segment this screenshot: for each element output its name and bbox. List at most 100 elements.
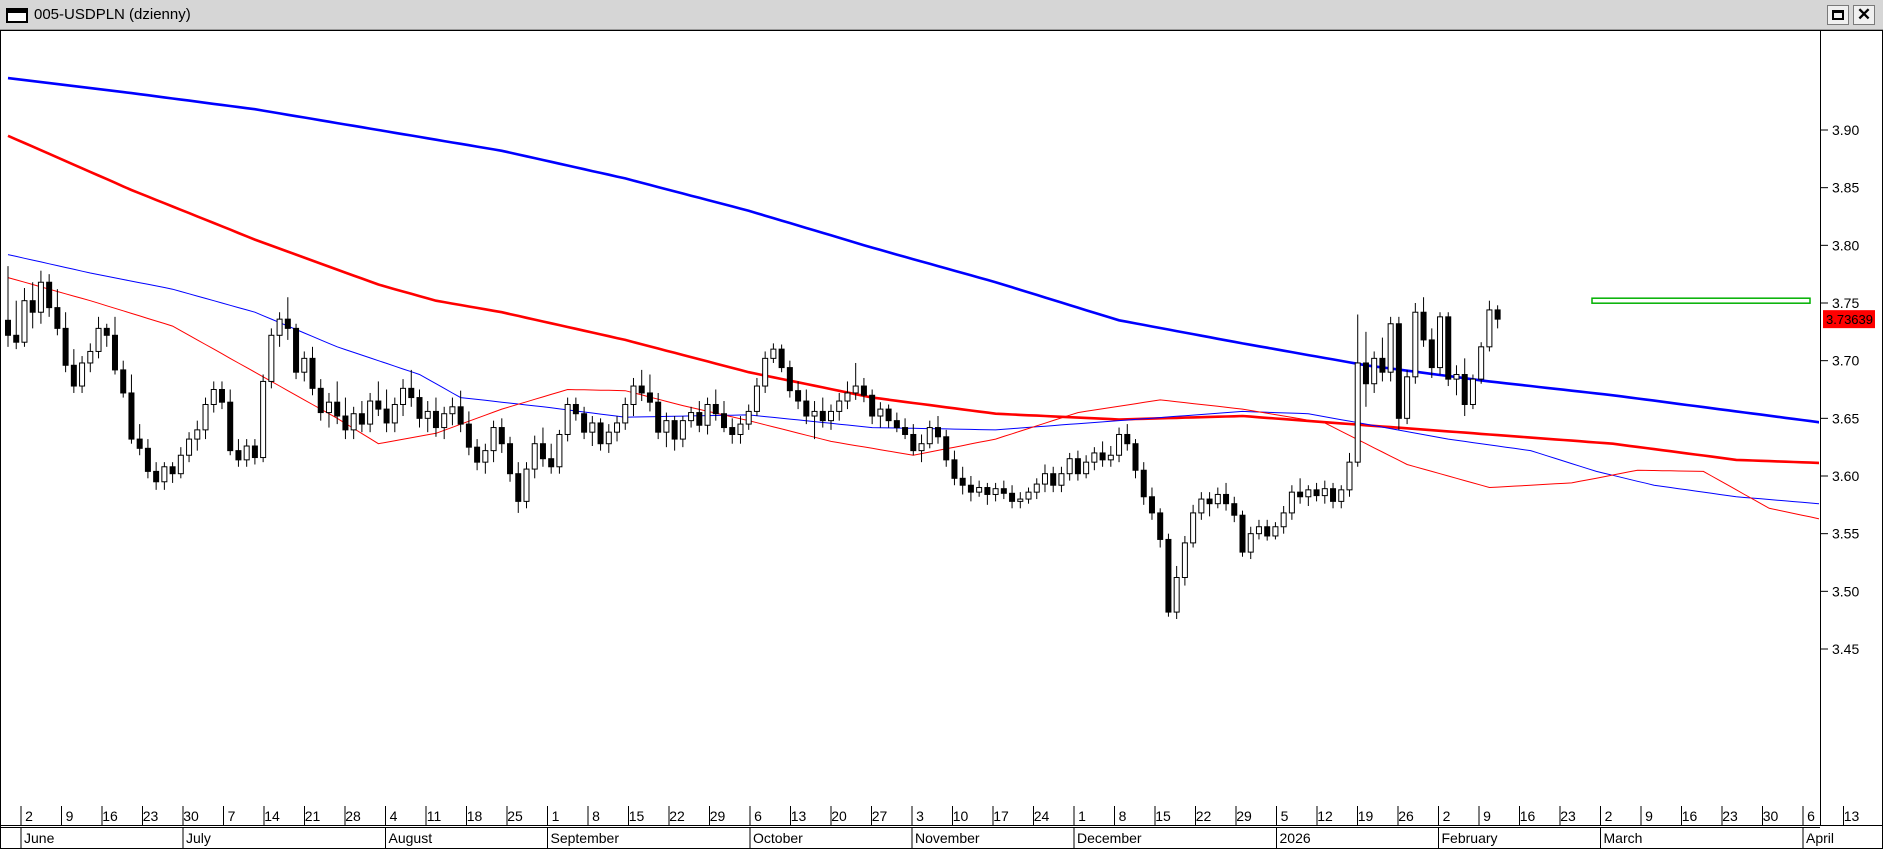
candle	[449, 397, 456, 426]
candle	[1255, 519, 1262, 540]
candle	[679, 416, 686, 448]
candle	[1239, 510, 1246, 557]
x-day-label: 8	[1119, 808, 1127, 824]
candle	[844, 381, 851, 410]
price-chart[interactable]: 3.45 3.50 3.55 3.60 3.65 3.70 3.75 3.80 3.85 3.90…	[0, 30, 1883, 849]
candle-body	[5, 319, 11, 336]
candle-body	[161, 466, 168, 483]
candle-body	[383, 408, 390, 424]
candle-body	[1469, 378, 1476, 405]
candle	[465, 411, 472, 456]
candle	[1305, 485, 1312, 506]
candle-body	[778, 348, 785, 369]
candle-body	[498, 427, 505, 445]
candle-body	[1058, 473, 1065, 486]
candle	[95, 316, 102, 359]
candle	[243, 439, 250, 467]
candle-body	[1272, 526, 1279, 537]
candle-body	[737, 423, 744, 435]
candle	[556, 429, 563, 474]
candle-body	[951, 459, 958, 479]
candle-body	[926, 427, 933, 445]
candle	[276, 312, 283, 347]
candle	[1445, 312, 1452, 387]
candle	[655, 392, 662, 440]
candle-body	[432, 410, 439, 429]
candle	[860, 377, 867, 403]
candle	[251, 439, 258, 465]
candle-body	[408, 387, 415, 399]
candle-body	[893, 420, 900, 429]
candle-body	[465, 423, 472, 448]
candle-body	[1437, 316, 1444, 369]
candle-body	[967, 484, 974, 493]
candle	[1165, 533, 1172, 617]
candle-body	[1420, 311, 1427, 341]
candle-body	[507, 443, 514, 475]
candle	[153, 462, 160, 490]
candle-body	[753, 385, 760, 412]
candle-body	[350, 413, 357, 431]
candle-body	[1428, 339, 1435, 369]
candle	[646, 374, 653, 412]
candle	[663, 412, 670, 448]
candle	[614, 416, 621, 442]
candle-body	[325, 401, 332, 414]
candle-body	[342, 415, 349, 431]
candle-body	[1395, 323, 1402, 419]
candle-body	[1379, 357, 1386, 373]
candle-body	[918, 443, 925, 452]
candle	[1116, 427, 1123, 463]
candle-body	[457, 406, 464, 425]
candle	[910, 424, 917, 456]
x-day-label: 13	[791, 808, 807, 824]
candle-body	[210, 389, 217, 405]
candle-body	[597, 422, 604, 445]
candle-body	[605, 431, 612, 445]
y-tick-label: 3.50	[1832, 583, 1859, 599]
y-tick-label: 3.80	[1832, 237, 1859, 253]
candle-body	[1445, 316, 1452, 380]
candle	[605, 424, 612, 453]
candle	[54, 289, 61, 336]
candle-body	[581, 413, 588, 433]
candle	[943, 429, 950, 467]
candle	[136, 424, 143, 456]
candle-body	[1074, 458, 1081, 475]
candle-body	[194, 429, 201, 440]
candle-body	[1050, 473, 1057, 486]
candle	[62, 312, 69, 373]
candle	[342, 397, 349, 440]
x-day-label: 22	[1196, 808, 1212, 824]
title-bar[interactable]: 005-USDPLN (dzienny) ✕	[0, 0, 1883, 30]
candle-body	[1313, 489, 1320, 497]
y-tick-label: 3.55	[1832, 526, 1859, 542]
x-day-label: 7	[228, 808, 236, 824]
candle-body	[1412, 311, 1419, 378]
candle	[1461, 358, 1468, 417]
candle	[1148, 487, 1155, 520]
candle-body	[29, 300, 36, 313]
candle	[1091, 447, 1098, 471]
candle-body	[317, 387, 324, 414]
candle	[581, 406, 588, 440]
candle	[186, 432, 193, 463]
close-button[interactable]: ✕	[1853, 5, 1875, 25]
x-day-label: 12	[1317, 808, 1333, 824]
candle	[1354, 314, 1361, 467]
candle	[622, 397, 629, 430]
candle-body	[1321, 488, 1328, 497]
candle	[268, 328, 275, 389]
candle-body	[54, 307, 61, 329]
candle-body	[1181, 542, 1188, 578]
candle-body	[1033, 483, 1040, 493]
x-day-label: 6	[754, 808, 762, 824]
candle-body	[523, 468, 530, 502]
candle-body	[358, 413, 365, 425]
window-icon	[6, 8, 28, 23]
candle-body	[902, 427, 909, 435]
candle-body	[1000, 488, 1007, 494]
candle-body	[943, 436, 950, 461]
candle-body	[251, 445, 258, 459]
maximize-button[interactable]	[1827, 5, 1849, 25]
